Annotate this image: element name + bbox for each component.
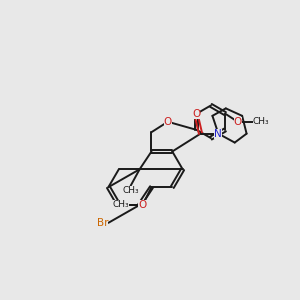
- Text: O: O: [234, 117, 242, 127]
- Text: CH₃: CH₃: [253, 117, 269, 126]
- Text: CH₃: CH₃: [122, 186, 139, 195]
- Text: N: N: [214, 129, 222, 139]
- Text: O: O: [138, 200, 147, 210]
- Text: O: O: [164, 117, 172, 127]
- Text: Br: Br: [97, 218, 108, 228]
- Text: CH₃: CH₃: [112, 200, 129, 209]
- Text: O: O: [192, 109, 200, 119]
